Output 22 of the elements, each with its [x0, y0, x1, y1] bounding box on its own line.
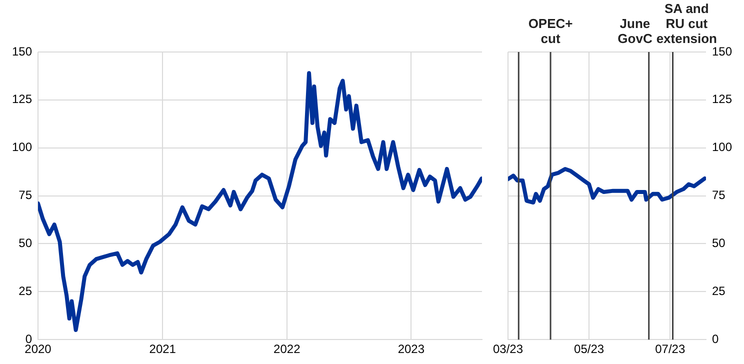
ref-line-label: June GovC — [618, 16, 653, 46]
y-tick-label: 0 — [712, 332, 719, 346]
y-tick-label: 125 — [12, 92, 32, 106]
y-tick-label: 125 — [712, 92, 732, 106]
y-tick-label: 100 — [712, 140, 732, 154]
y-tick-label: 150 — [712, 44, 732, 58]
y-tick-label: 50 — [712, 236, 726, 250]
y-tick-label: 75 — [712, 188, 726, 202]
y-tick-label: 75 — [18, 188, 32, 202]
y-tick-label: 100 — [12, 140, 32, 154]
y-tick-label: 25 — [712, 284, 726, 298]
y-tick-label: 50 — [18, 236, 32, 250]
y-tick-label: 25 — [18, 284, 32, 298]
x-tick-label: 05/23 — [574, 342, 604, 356]
x-tick-label: 2021 — [149, 342, 176, 356]
ref-line-label: OPEC+ cut — [528, 16, 574, 46]
y-tick-label: 150 — [12, 44, 32, 58]
x-tick-label: 03/23 — [493, 342, 524, 356]
x-tick-label: 2023 — [398, 342, 425, 356]
x-tick-label: 07/23 — [655, 342, 686, 356]
ref-line-label: SA and RU cut extension — [656, 1, 718, 46]
x-tick-label: 2022 — [274, 342, 301, 356]
